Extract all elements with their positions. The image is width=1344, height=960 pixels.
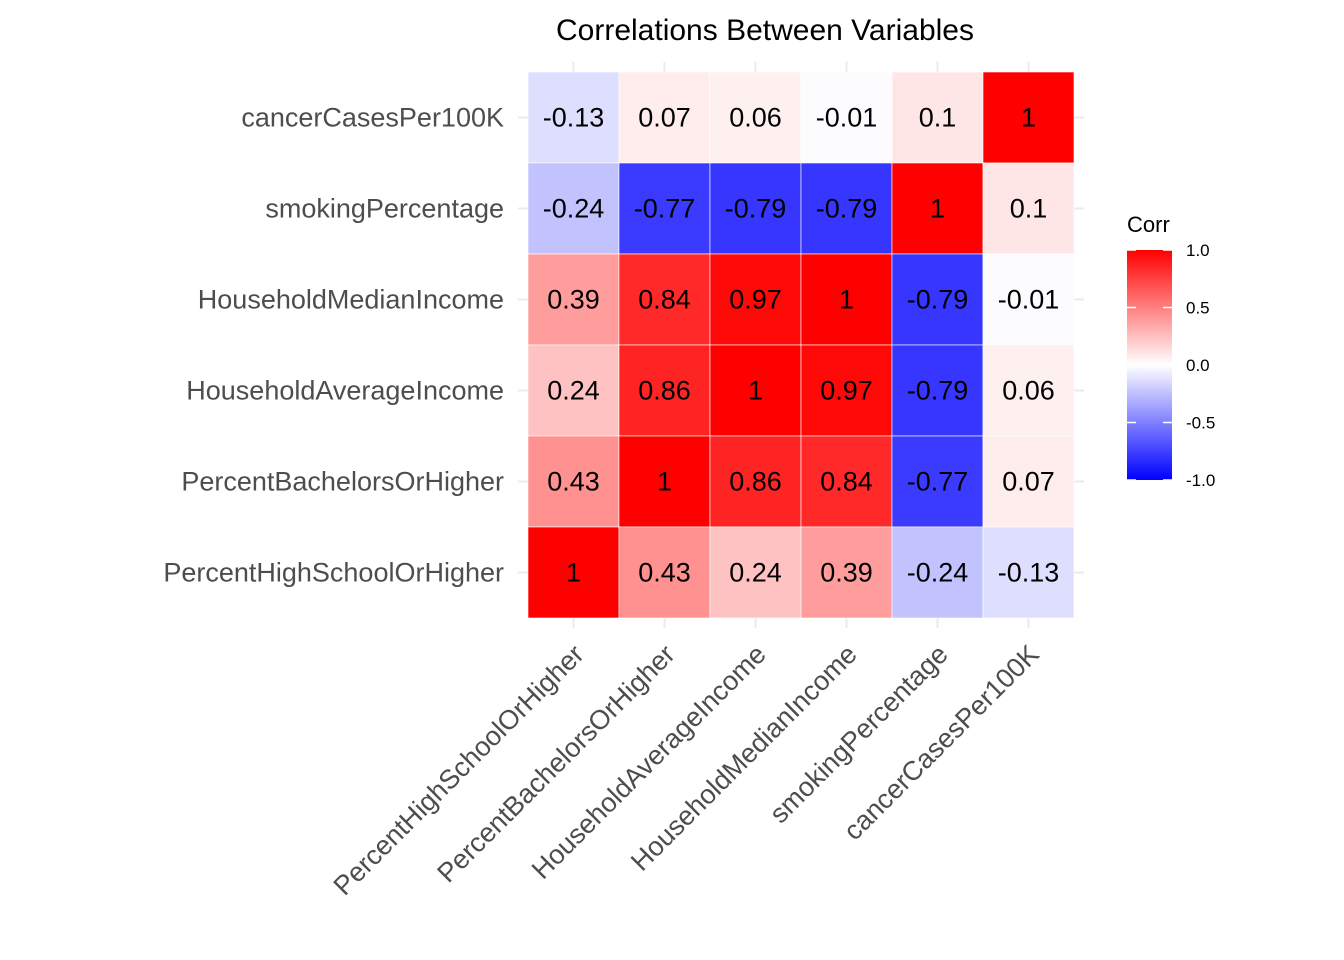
cell-value-label: 1 [1021,103,1036,133]
heatmap-cell [982,253,1075,346]
cell-value-label: -0.79 [816,194,878,224]
legend-tick-label: -0.5 [1186,414,1215,433]
heatmap-cell [618,526,711,619]
heatmap-cell [891,162,984,255]
legend-title: Corr [1127,212,1170,237]
cell-value-label: 1 [839,285,854,315]
heatmap-cell [982,162,1075,255]
heatmap-cell [982,526,1075,619]
y-axis: cancerCasesPer100K smokingPercentage House… [163,103,504,588]
cell-value-label: 1 [748,376,763,406]
cell-value-label: 0.24 [547,376,600,406]
heatmap-cell [709,435,802,528]
cell-value-label: -0.79 [907,376,969,406]
heatmap-cell [618,344,711,437]
cell-value-label: 1 [657,467,672,497]
x-tick-label: smokingPercentage [764,639,954,829]
heatmap-cell [709,162,802,255]
cell-labels: -0.13 0.07 0.06 -0.01 0.1 1 -0.24 -0.77 -0.79 -0.… [543,103,1060,588]
cell-value-label: 0.43 [547,467,600,497]
heatmap-cell [618,435,711,528]
y-tick-label: HouseholdMedianIncome [198,285,504,315]
y-tick-label: HouseholdAverageIncome [186,376,504,406]
heatmap-cell [800,162,893,255]
cell-value-label: 0.84 [638,285,691,315]
heatmap-cell [709,253,802,346]
cell-value-label: -0.13 [543,103,605,133]
cell-value-label: -0.01 [998,285,1060,315]
cell-value-label: 1 [566,558,581,588]
heatmap-cell [800,344,893,437]
heatmap-cell [891,71,984,164]
legend-tick-label: 0.5 [1186,299,1210,318]
heatmap-cell [618,162,711,255]
y-tick-label: PercentBachelorsOrHigher [181,467,504,497]
heatmap-cell [527,162,620,255]
heatmap-cell [891,253,984,346]
cell-value-label: -0.24 [907,558,969,588]
legend-tick-label: -1.0 [1186,471,1215,490]
cell-value-label: 1 [930,194,945,224]
heatmap-cell [527,344,620,437]
y-tick-label: smokingPercentage [265,194,504,224]
cell-value-label: -0.79 [725,194,787,224]
cell-value-label: 0.07 [1002,467,1055,497]
cell-value-label: -0.01 [816,103,878,133]
chart-title: Correlations Between Variables [556,14,974,47]
y-tick-label: PercentHighSchoolOrHigher [163,558,504,588]
cell-value-label: 0.97 [729,285,782,315]
heatmap-cell [527,253,620,346]
heatmap-cell [618,253,711,346]
cell-value-label: 0.1 [1010,194,1048,224]
cell-value-label: -0.13 [998,558,1060,588]
cell-value-label: 0.86 [638,376,691,406]
cell-value-label: 0.97 [820,376,873,406]
heatmap-cell [709,526,802,619]
cell-value-label: 0.43 [638,558,691,588]
heatmap-cells [527,71,1075,619]
heatmap-cell [891,435,984,528]
cell-value-label: 0.07 [638,103,691,133]
legend: Corr 1.0 0.5 0.0 -0.5 -1.0 [1127,212,1215,490]
heatmap-cell [527,71,620,164]
heatmap-cell [527,526,620,619]
cell-value-label: 0.84 [820,467,873,497]
cell-value-label: 0.86 [729,467,782,497]
legend-tick-label: 0.0 [1186,356,1210,375]
cell-value-label: 0.39 [820,558,873,588]
cell-value-label: -0.77 [634,194,696,224]
legend-tick-label: 1.0 [1186,241,1210,260]
cell-value-label: 0.24 [729,558,782,588]
cell-value-label: -0.79 [907,285,969,315]
heatmap-cell [982,435,1075,528]
heatmap-cell [800,71,893,164]
y-tick-label: cancerCasesPer100K [241,103,504,133]
cell-value-label: 0.39 [547,285,600,315]
cell-value-label: 0.06 [1002,376,1055,406]
heatmap-cell [982,344,1075,437]
cell-value-label: 0.1 [919,103,957,133]
heatmap-cell [800,253,893,346]
heatmap-cell [618,71,711,164]
cell-value-label: 0.06 [729,103,782,133]
cell-value-label: -0.24 [543,194,605,224]
heatmap-cell [891,344,984,437]
x-axis: PercentHighSchoolOrHigherPercentBachelor… [328,639,1045,901]
cell-value-label: -0.77 [907,467,969,497]
heatmap-cell [709,71,802,164]
heatmap-cell [891,526,984,619]
